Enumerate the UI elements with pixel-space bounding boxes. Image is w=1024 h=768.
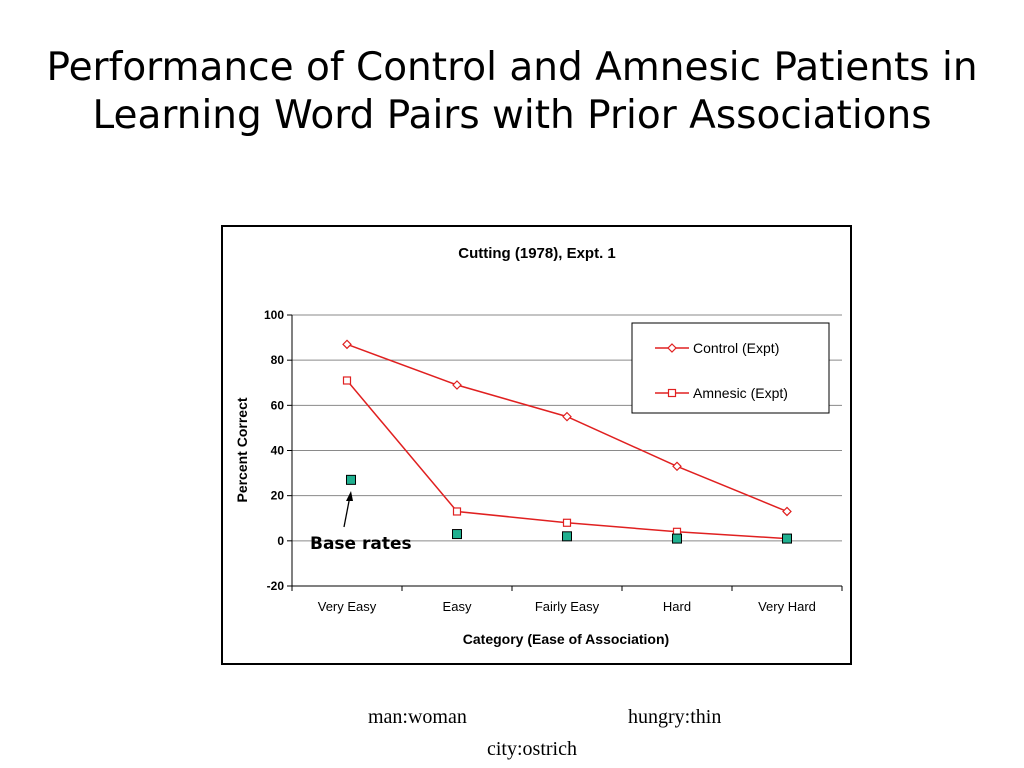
base-rate-point bbox=[562, 531, 572, 542]
legend-label-amnesic: Amnesic (Expt) bbox=[693, 385, 788, 401]
annotation-arrow bbox=[343, 495, 351, 528]
amnesic-point bbox=[342, 376, 352, 385]
y-tick-label: 0 bbox=[277, 534, 284, 548]
base-rate-point bbox=[452, 529, 462, 540]
legend-marker bbox=[667, 388, 677, 398]
control-point bbox=[452, 380, 462, 390]
chart-frame: Cutting (1978), Expt. 1 -20 0 20 40 60 80 100 V… bbox=[221, 225, 852, 665]
legend: Control (Expt) Amnesic (Expt) bbox=[631, 322, 830, 414]
legend-marker bbox=[667, 343, 677, 353]
control-point bbox=[672, 461, 682, 472]
example-pair-unrelated: city:ostrich bbox=[487, 738, 577, 760]
x-tick-label: Easy bbox=[443, 599, 472, 614]
x-tick-label: Very Hard bbox=[758, 599, 816, 614]
amnesic-point bbox=[452, 507, 462, 516]
gridlines bbox=[292, 314, 842, 587]
example-pair-related: man:woman bbox=[368, 706, 467, 728]
y-tick-label: 40 bbox=[271, 444, 285, 458]
y-axis-label: Percent Correct bbox=[234, 397, 250, 502]
base-rates-layer bbox=[346, 474, 792, 544]
x-axis-label: Category (Ease of Association) bbox=[463, 631, 669, 647]
base-rates-annotation: Base rates bbox=[310, 491, 412, 554]
annotation-arrowhead bbox=[346, 491, 353, 501]
y-tick-label: 80 bbox=[271, 353, 285, 367]
x-tick-label: Hard bbox=[663, 599, 691, 614]
example-pair-moderate: hungry:thin bbox=[628, 706, 722, 728]
x-tick-label: Very Easy bbox=[318, 599, 377, 614]
y-tick-label: 60 bbox=[271, 398, 285, 412]
legend-label-control: Control (Expt) bbox=[693, 340, 779, 356]
legend-box bbox=[631, 322, 830, 414]
chart-title: Cutting (1978), Expt. 1 bbox=[458, 245, 616, 262]
base-rate-point bbox=[672, 533, 682, 544]
x-tick-label: Fairly Easy bbox=[535, 599, 600, 614]
control-point bbox=[342, 339, 352, 350]
control-point bbox=[562, 411, 572, 422]
amnesic-point bbox=[562, 518, 572, 527]
slide-title: Performance of Control and Amnesic Patie… bbox=[46, 45, 978, 138]
y-tick-label: -20 bbox=[267, 579, 285, 593]
base-rate-point bbox=[346, 474, 356, 485]
base-rate-point bbox=[782, 533, 792, 544]
y-tick-label: 100 bbox=[264, 308, 284, 322]
axes: -20 0 20 40 60 80 100 Very Easy Easy Fairly Easy H… bbox=[264, 308, 843, 614]
y-tick-label: 20 bbox=[271, 489, 285, 503]
control-point bbox=[782, 506, 792, 517]
line-chart: Cutting (1978), Expt. 1 -20 0 20 40 60 80 100 V… bbox=[234, 245, 843, 647]
annotation-label: Base rates bbox=[310, 534, 412, 554]
series-layer bbox=[342, 339, 792, 543]
